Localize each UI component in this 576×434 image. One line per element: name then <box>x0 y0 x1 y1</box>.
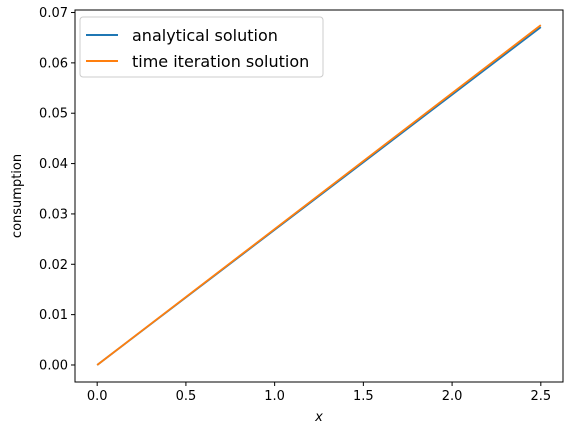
plot-frame <box>74 9 564 383</box>
x-tick-label: 2.5 <box>530 389 551 404</box>
y-axis: 0.00 0.01 0.02 0.03 0.04 0.05 0.06 0.07 <box>39 6 75 373</box>
legend: analytical solution time iteration soluti… <box>79 16 324 78</box>
legend-label-2: time iteration solution <box>132 52 309 71</box>
x-tick-label: 0.0 <box>87 389 108 404</box>
x-tick-label: 0.5 <box>176 389 197 404</box>
y-tick-label: 0.05 <box>39 107 68 122</box>
x-axis: 0.0 0.5 1.0 1.5 2.0 2.5 <box>87 382 551 404</box>
y-axis-label: consumption <box>10 154 25 238</box>
y-tick-label: 0.06 <box>39 56 68 71</box>
y-tick-label: 0.07 <box>39 6 68 21</box>
y-tick-label: 0.02 <box>39 258 68 273</box>
legend-label-1: analytical solution <box>132 26 278 45</box>
x-tick-label: 1.5 <box>353 389 374 404</box>
x-tick-label: 2.0 <box>442 389 463 404</box>
y-tick-label: 0.00 <box>39 358 68 373</box>
y-tick-label: 0.04 <box>39 157 68 172</box>
x-tick-label: 1.0 <box>264 389 285 404</box>
y-tick-label: 0.01 <box>39 308 68 323</box>
series-line-2 <box>96 24 542 366</box>
series-lines <box>96 24 542 366</box>
legend-box <box>79 16 324 78</box>
y-tick-label: 0.03 <box>39 207 68 222</box>
x-axis-label: x <box>314 410 323 425</box>
